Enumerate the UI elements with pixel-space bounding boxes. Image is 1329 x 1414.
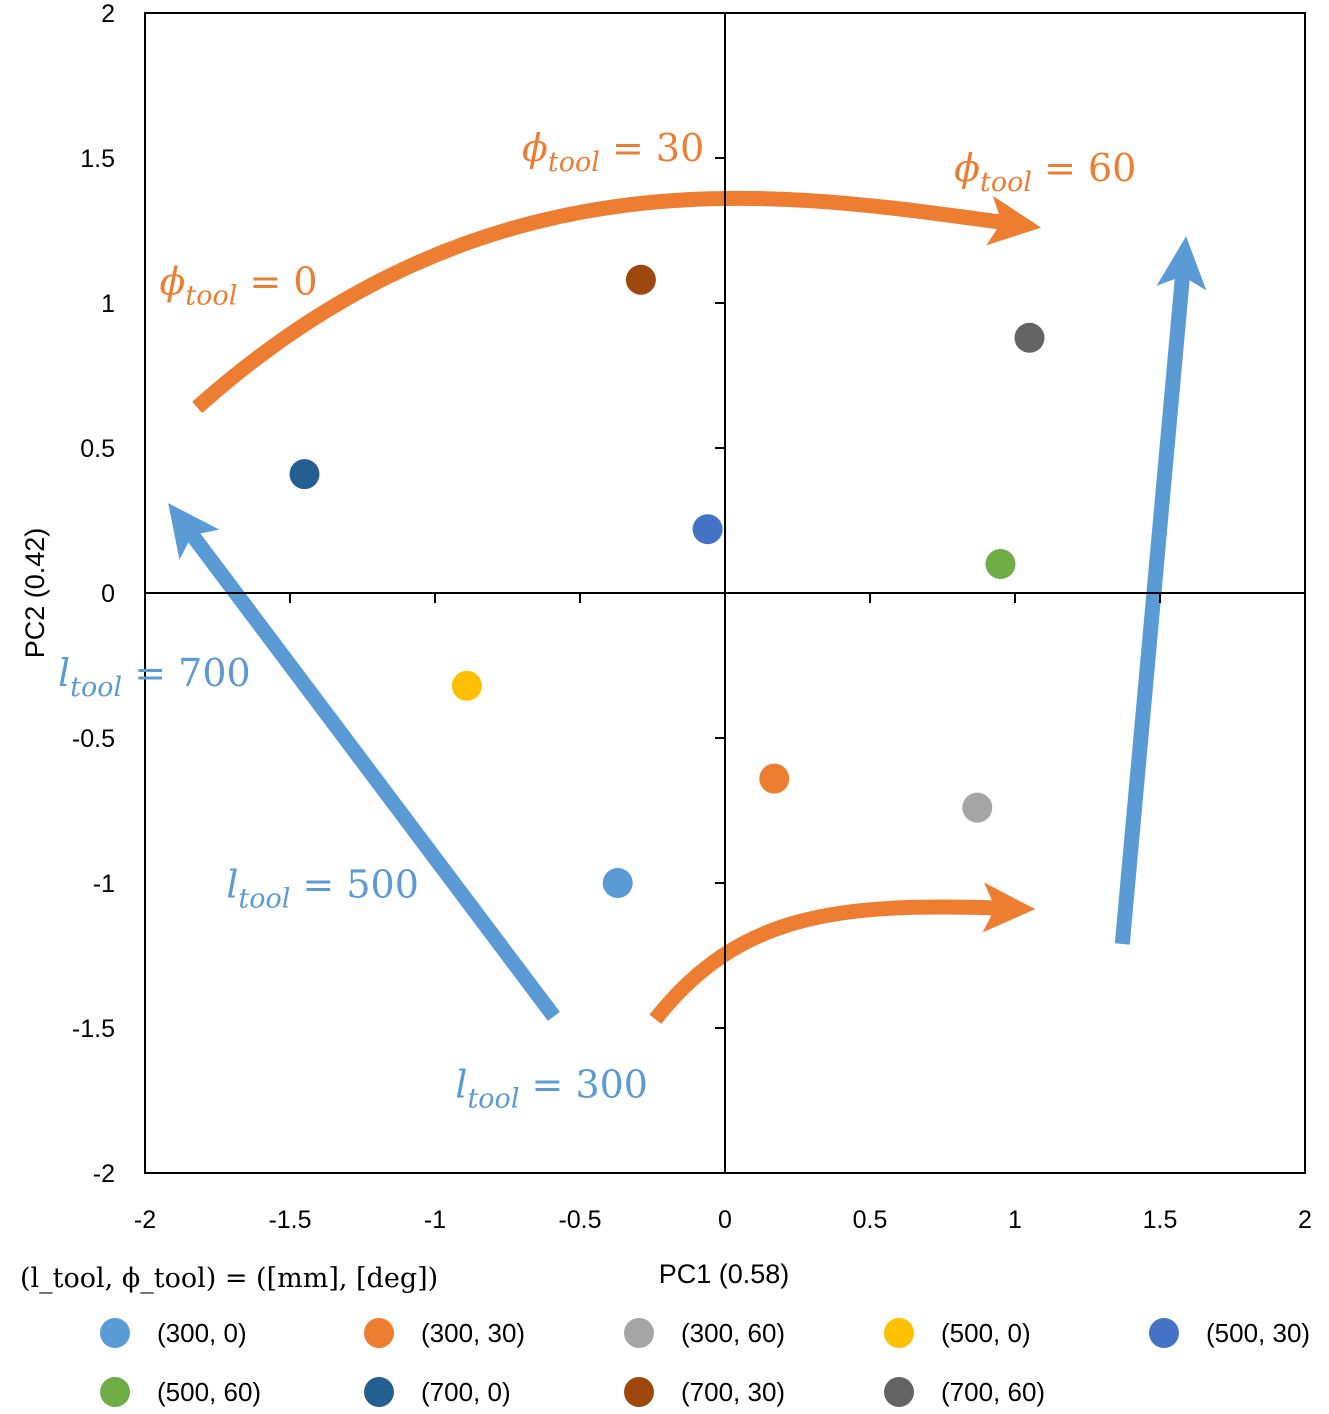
trend-arrows — [168, 190, 1207, 1024]
y-tick-label: 0 — [101, 580, 115, 608]
axis-ticks: -2 -1.5 -1 -0.5 0 0.5 1 1.5 2 2 1.5 1 0.5 0 -0.5 -1 -1.5… — [72, 0, 1312, 1234]
trend-annotation: ϕtool = 30 — [522, 126, 704, 178]
trend-annotation: ltool = 700 — [58, 651, 251, 703]
trend-annotation: ltool = 300 — [455, 1063, 648, 1115]
legend-label: (300, 30) — [421, 1318, 525, 1348]
data-point — [1014, 322, 1045, 353]
legend-marker — [364, 1318, 394, 1348]
trend-annotation: ϕtool = 60 — [954, 146, 1136, 198]
trend-arrow-head — [168, 503, 220, 560]
y-tick-label: 2 — [101, 0, 115, 28]
legend-marker — [624, 1318, 654, 1348]
legend-marker — [624, 1377, 654, 1407]
legend-title: (l_tool, ϕ_tool) = ([mm], [deg]) — [20, 1263, 438, 1294]
legend: (l_tool, ϕ_tool) = ([mm], [deg]) (300, 0)… — [20, 1263, 1310, 1407]
x-tick-label: -2 — [134, 1206, 156, 1234]
x-tick-label: -1.5 — [268, 1206, 311, 1234]
data-point — [451, 670, 482, 701]
data-points — [289, 264, 1045, 898]
data-point — [985, 549, 1016, 579]
y-tick-label: -0.5 — [72, 725, 115, 753]
data-point — [692, 514, 723, 545]
legend-label: (300, 0) — [157, 1318, 247, 1348]
x-tick-label: -0.5 — [558, 1206, 601, 1234]
y-tick-label: 0.5 — [80, 435, 115, 463]
y-axis-title: PC2 (0.42) — [20, 528, 50, 659]
x-tick-label: 0 — [718, 1206, 732, 1234]
y-tick-label: -1.5 — [72, 1015, 115, 1043]
legend-label: (500, 0) — [941, 1318, 1031, 1348]
y-tick-label: 1.5 — [80, 145, 115, 173]
legend-label: (700, 30) — [681, 1377, 785, 1407]
x-tick-label: 1.5 — [1143, 1206, 1178, 1234]
trend-arrow-head — [986, 195, 1042, 246]
x-tick-label: 0.5 — [853, 1206, 888, 1234]
x-tick-label: 1 — [1008, 1206, 1022, 1234]
legend-label: (300, 60) — [681, 1318, 785, 1348]
annotations: ϕtool = 0 ϕtool = 30 ϕtool = 60 ltool = 700… — [58, 126, 1136, 1115]
legend-label: (700, 60) — [941, 1377, 1045, 1407]
legend-label: (700, 0) — [421, 1377, 511, 1407]
trend-arrow-head — [1156, 236, 1207, 291]
legend-marker — [100, 1377, 130, 1407]
data-point — [962, 792, 993, 823]
trend-arrow-head — [982, 882, 1036, 933]
legend-label: (500, 60) — [157, 1377, 261, 1407]
legend-label: (500, 30) — [1206, 1318, 1310, 1348]
y-tick-label: 1 — [101, 290, 115, 318]
trend-annotation: ltool = 500 — [226, 863, 419, 915]
data-point — [289, 459, 320, 490]
x-tick-label: 2 — [1298, 1206, 1312, 1234]
x-tick-label: -1 — [424, 1206, 446, 1234]
trend-arrow-shaft — [1114, 273, 1191, 945]
legend-marker — [884, 1318, 914, 1348]
y-tick-label: -1 — [93, 870, 115, 898]
y-tick-label: -2 — [93, 1160, 115, 1188]
legend-marker — [364, 1377, 394, 1407]
trend-arrow-shaft — [192, 190, 1005, 413]
trend-arrow-shaft — [185, 528, 560, 1021]
legend-marker — [884, 1377, 914, 1407]
trend-arrow-shaft — [649, 899, 998, 1024]
data-point — [759, 763, 790, 794]
legend-marker — [100, 1318, 130, 1348]
x-axis-title: PC1 (0.58) — [659, 1259, 790, 1289]
data-point — [602, 868, 633, 898]
legend-marker — [1149, 1318, 1179, 1348]
trend-annotation: ϕtool = 0 — [160, 259, 318, 311]
data-point — [625, 264, 656, 295]
